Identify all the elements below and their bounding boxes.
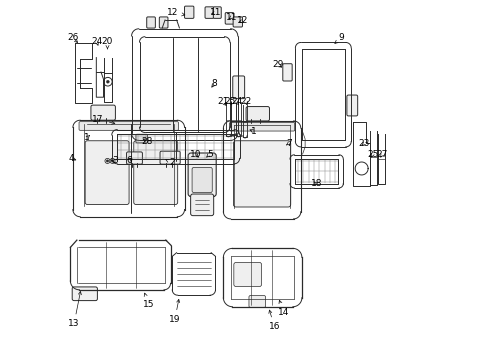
FancyBboxPatch shape <box>136 134 147 143</box>
Text: 16: 16 <box>269 310 280 331</box>
Text: 5: 5 <box>207 150 213 158</box>
Text: 11: 11 <box>225 13 237 22</box>
FancyBboxPatch shape <box>72 287 98 301</box>
Text: 9: 9 <box>335 33 344 44</box>
Text: 14: 14 <box>278 300 290 317</box>
Text: 21: 21 <box>217 97 228 106</box>
FancyBboxPatch shape <box>233 76 245 99</box>
FancyBboxPatch shape <box>191 194 214 216</box>
Text: 2: 2 <box>166 158 175 167</box>
FancyBboxPatch shape <box>91 105 116 120</box>
Text: 25: 25 <box>367 150 378 158</box>
FancyBboxPatch shape <box>160 151 180 164</box>
FancyBboxPatch shape <box>233 17 243 27</box>
Circle shape <box>112 160 113 162</box>
Text: 10: 10 <box>190 150 201 158</box>
FancyBboxPatch shape <box>246 107 270 121</box>
Text: 12: 12 <box>167 8 185 17</box>
FancyBboxPatch shape <box>225 13 234 24</box>
Text: 4: 4 <box>69 154 76 163</box>
Text: 8: 8 <box>212 79 217 88</box>
FancyBboxPatch shape <box>85 141 129 204</box>
Text: 24: 24 <box>91 37 102 46</box>
Text: 3: 3 <box>112 156 118 165</box>
Text: 13: 13 <box>68 292 81 328</box>
Text: 29: 29 <box>272 60 284 69</box>
Text: 1: 1 <box>250 127 257 136</box>
Text: 17: 17 <box>93 115 115 124</box>
FancyBboxPatch shape <box>347 95 358 116</box>
Text: 22: 22 <box>240 97 251 106</box>
FancyBboxPatch shape <box>159 17 168 28</box>
FancyBboxPatch shape <box>134 141 178 204</box>
Circle shape <box>107 160 108 162</box>
Text: 20: 20 <box>102 37 113 49</box>
Text: 24: 24 <box>231 97 243 106</box>
FancyBboxPatch shape <box>147 17 155 28</box>
FancyBboxPatch shape <box>192 167 212 193</box>
Text: 18: 18 <box>311 179 322 188</box>
FancyBboxPatch shape <box>185 6 194 18</box>
Text: 25: 25 <box>224 97 236 106</box>
Text: 11: 11 <box>210 8 221 17</box>
Circle shape <box>106 80 109 83</box>
FancyBboxPatch shape <box>249 296 266 307</box>
Text: 12: 12 <box>237 16 248 25</box>
FancyBboxPatch shape <box>234 262 262 287</box>
Text: 28: 28 <box>142 136 153 145</box>
Text: 6: 6 <box>126 156 132 165</box>
FancyBboxPatch shape <box>283 64 292 81</box>
Text: 23: 23 <box>359 139 370 148</box>
Text: 15: 15 <box>143 293 154 309</box>
FancyBboxPatch shape <box>229 122 294 131</box>
Text: 26: 26 <box>67 33 78 42</box>
Text: 1: 1 <box>84 133 90 142</box>
Text: 7: 7 <box>286 139 292 148</box>
Text: 27: 27 <box>377 150 388 158</box>
FancyBboxPatch shape <box>188 153 216 197</box>
FancyBboxPatch shape <box>126 152 143 164</box>
FancyBboxPatch shape <box>205 7 214 18</box>
Text: 19: 19 <box>169 300 180 324</box>
FancyBboxPatch shape <box>213 7 221 18</box>
FancyBboxPatch shape <box>233 141 291 207</box>
FancyBboxPatch shape <box>79 122 178 130</box>
